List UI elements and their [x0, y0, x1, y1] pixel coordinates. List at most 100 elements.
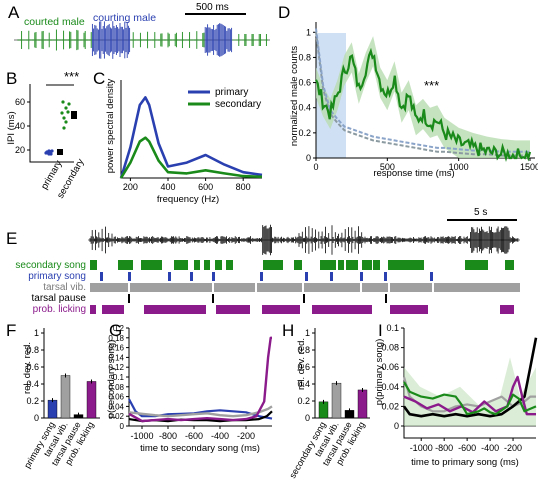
secondary-song-event: [320, 260, 336, 270]
tarsal-pause-event: [385, 294, 387, 303]
panel-f-ytick-label: 0.8: [26, 345, 39, 355]
panel-d-xlabel: response time (ms): [373, 168, 454, 179]
secondary-song-event: [338, 260, 344, 270]
panel-g-ytick-label: 0.06: [108, 393, 124, 402]
panel-c-xticks: 200 400 600 800: [123, 178, 251, 192]
panel-a-letter: A: [8, 3, 20, 22]
panel-d-band-green: [316, 36, 530, 158]
tarsal-vib-gap: [128, 283, 130, 292]
panel-i-lines: [402, 337, 538, 426]
panel-h-letter: H: [282, 321, 294, 340]
panel-e: E 5 s secondary song primary song tarsal…: [6, 207, 520, 315]
panel-g-ylabel: p(secondary song): [106, 340, 117, 419]
panel-g-xtick-label: -600: [185, 431, 203, 441]
panel-b-axes: [29, 84, 74, 163]
panel-i-line-licking: [403, 375, 536, 416]
panel-b-primary-points: [44, 149, 54, 156]
secondary-song-event: [346, 260, 358, 270]
panel-e-scalebar-label: 5 s: [474, 207, 487, 218]
secondary-song-event: [204, 260, 210, 270]
tarsal-vib-gap: [388, 283, 390, 292]
secondary-song-event: [294, 260, 302, 270]
panel-d-lines: [315, 28, 532, 162]
panel-a-scalebar-label: 500 ms: [196, 2, 229, 13]
panel-d-ylabel: normalized male counts: [289, 46, 300, 147]
panel-h-ytick-label: 0.2: [297, 396, 310, 406]
licking-event: [90, 305, 96, 314]
panel-f-letter: F: [6, 321, 16, 340]
tarsal-pause-event: [303, 294, 305, 303]
panel-i-xtick-label: -200: [504, 443, 522, 453]
panel-d-letter: D: [278, 3, 290, 22]
panel-i-xtick-label: -600: [458, 443, 476, 453]
panel-g-ytick-label: 0.16: [108, 344, 124, 353]
primary-song-event: [260, 272, 263, 281]
panel-h-ytick-label: 0.4: [297, 379, 310, 389]
panel-d-ytick-label: 0.6: [298, 78, 311, 88]
panel-d-ticks: 0 500 1000 1500 0 0.2 0.4 0.6 0.8 1: [298, 27, 538, 172]
licking-event: [262, 305, 300, 314]
row-label-secondary: secondary song: [15, 260, 86, 271]
panel-h-ytick-label: 1: [305, 328, 310, 338]
panel-b-secondary-mean: [71, 111, 77, 119]
legend-primary: primary: [215, 87, 248, 98]
licking-event: [312, 305, 372, 314]
panel-f-ylabel: rel. dev. red.: [22, 342, 33, 394]
courted-male-label: courted male: [24, 16, 85, 28]
panel-c-line-primary: [119, 96, 263, 179]
panel-f-bar: [60, 375, 71, 419]
secondary-song-event: [90, 260, 97, 270]
secondary-song-event: [226, 260, 233, 270]
panel-b-significance: ***: [64, 69, 79, 84]
panel-i-xlabel: time to primary song (ms): [411, 457, 519, 468]
panel-a: A courted male courting male 500 ms: [8, 2, 270, 59]
panel-b-ytick: 60: [15, 97, 25, 107]
panel-g-xtick-label: -200: [237, 431, 255, 441]
panel-g-line-licking: [128, 336, 272, 423]
panel-c-xtick-label: 600: [198, 182, 213, 192]
panel-g-ytick-label: 0.18: [108, 334, 124, 343]
panel-g-xlabel: time to secondary song (ms): [140, 443, 260, 454]
panel-i-xtick-label: -400: [481, 443, 499, 453]
secondary-song-event: [465, 260, 488, 270]
panel-c-xtick-label: 800: [236, 182, 251, 192]
secondary-song-event: [373, 260, 380, 270]
secondary-song-event: [215, 260, 222, 270]
licking-event: [216, 305, 250, 314]
panel-d-ytick-label: 0.8: [298, 52, 311, 62]
licking-event: [102, 305, 124, 314]
panel-f-ytick-label: 0.4: [26, 379, 39, 389]
panel-d-ytick-label: 0.4: [298, 103, 311, 113]
panel-d-ytick-label: 0: [306, 153, 311, 163]
panel-g-ytick-label: 0.08: [108, 383, 124, 392]
panel-d-line-control-0: [315, 32, 530, 157]
panel-i-ytick-label: 0.02: [381, 401, 399, 411]
panel-b: B *** 20 40 60 IPI (ms) primary secondar…: [6, 69, 87, 201]
primary-song-event: [128, 272, 131, 281]
licking-event: [144, 305, 206, 314]
panel-g-ytick-label: 0.02: [108, 412, 124, 421]
panel-h: H rel. dev. red. 00.20.40.60.81secondary…: [282, 321, 370, 480]
panel-g-xtick-label: -800: [159, 431, 177, 441]
panel-i-ytick-label: 0.04: [381, 382, 399, 392]
panel-b-letter: B: [6, 69, 17, 88]
row-label-tarsal-pause: tarsal pause: [32, 293, 87, 304]
panel-b-secondary-points: [60, 100, 71, 130]
panel-i-line-secondary: [403, 381, 537, 416]
panel-g-lines: [128, 336, 273, 423]
tarsal-vib-band: [90, 283, 520, 292]
tarsal-vib-gap: [360, 283, 362, 292]
tarsal-vib-gap: [302, 283, 304, 292]
panel-i-ytick-label: 0.08: [381, 343, 399, 353]
panel-i-xtick-label: -800: [435, 443, 453, 453]
panel-g-ytick-label: 0.04: [108, 402, 124, 411]
primary-song-event: [168, 272, 171, 281]
secondary-song-event: [362, 260, 372, 270]
panel-g-ticks: 00.020.040.060.080.10.120.140.160.180.2 -…: [108, 324, 255, 441]
panel-g-ytick-label: 0.12: [108, 363, 124, 372]
primary-song-event: [190, 272, 193, 281]
panel-c-xtick-label: 400: [160, 182, 175, 192]
